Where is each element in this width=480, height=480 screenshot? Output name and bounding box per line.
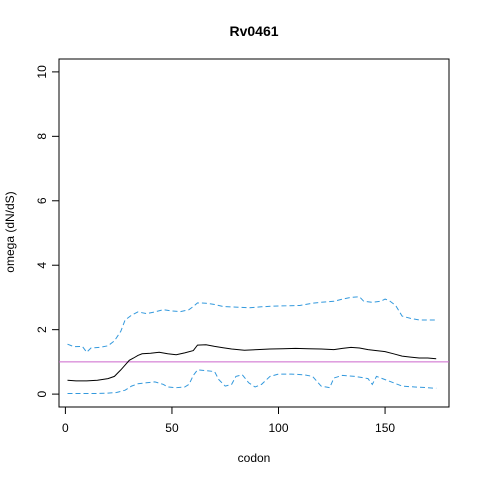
- x-tick-label: 150: [375, 421, 395, 435]
- series-group: [67, 296, 437, 394]
- lower-bound-line: [67, 369, 437, 394]
- x-tick-label: 0: [62, 421, 69, 435]
- upper-bound-line: [67, 296, 437, 353]
- y-tick-label: 10: [35, 65, 49, 79]
- chart-title: Rv0461: [229, 23, 278, 39]
- y-tick-label: 6: [35, 197, 49, 204]
- x-axis-label: codon: [238, 451, 271, 465]
- x-tick-label: 50: [165, 421, 179, 435]
- omega-line: [67, 344, 437, 382]
- x-tick-label: 100: [268, 421, 288, 435]
- y-tick-label: 0: [35, 390, 49, 397]
- plot-frame: [58, 58, 450, 408]
- axis-ticks: 0 50 100 150 0 2 4 6 8 10: [35, 65, 395, 435]
- y-tick-label: 2: [35, 326, 49, 333]
- y-tick-label: 8: [35, 133, 49, 140]
- y-axis-label: omega (dN/dS): [3, 191, 17, 272]
- y-tick-label: 4: [35, 262, 49, 269]
